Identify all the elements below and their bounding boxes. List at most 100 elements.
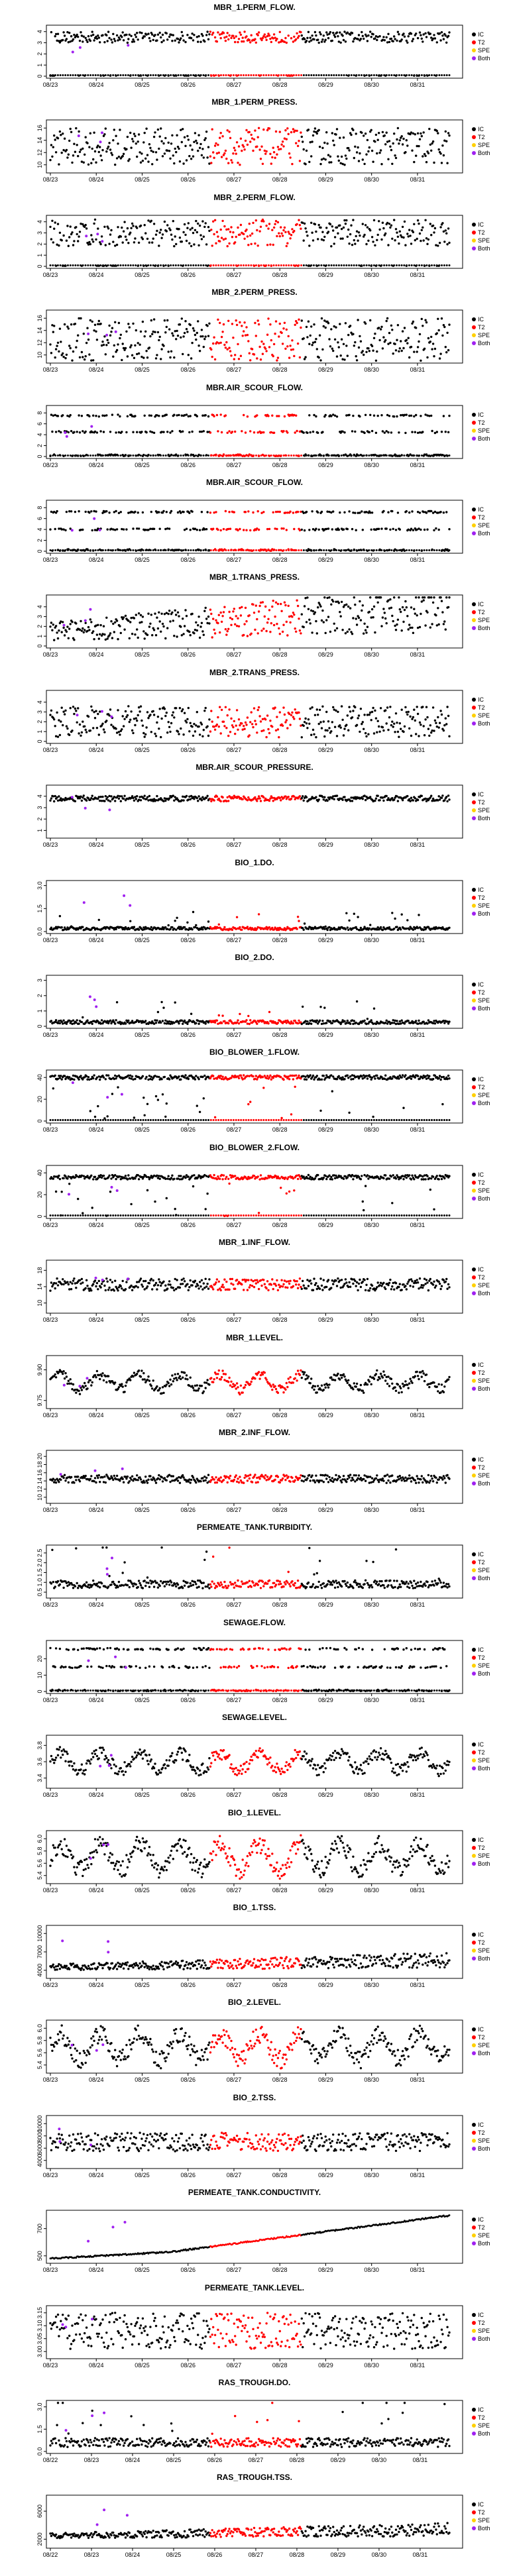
data-point [296, 223, 298, 225]
data-point [54, 413, 56, 416]
data-point [320, 74, 323, 76]
data-point [182, 799, 185, 802]
data-point [142, 74, 144, 76]
data-point [56, 510, 58, 513]
data-point [317, 38, 319, 41]
data-point [152, 431, 156, 434]
data-point [249, 234, 252, 237]
data-point [357, 239, 359, 242]
data-point [258, 715, 261, 718]
data-point [151, 333, 154, 336]
data-point [164, 637, 167, 640]
data-point [133, 133, 136, 136]
data-point [143, 637, 146, 640]
data-point [401, 143, 404, 146]
data-point [418, 31, 422, 34]
data-points [49, 596, 451, 642]
data-point [278, 335, 280, 338]
data-point [132, 796, 135, 800]
data-point [258, 605, 261, 608]
data-point [160, 612, 163, 616]
data-point [243, 549, 245, 551]
data-point [302, 795, 304, 798]
data-point [215, 231, 219, 233]
data-point [250, 264, 253, 266]
data-point [119, 454, 122, 456]
legend-item: SPE [472, 237, 490, 244]
data-point [195, 724, 198, 727]
data-point [343, 604, 346, 607]
data-point [268, 527, 271, 531]
data-point [400, 74, 403, 76]
data-point [146, 237, 149, 240]
x-tick-label: 08/27 [227, 272, 242, 278]
data-point [71, 729, 74, 732]
data-point [99, 323, 102, 325]
data-point [150, 926, 152, 928]
data-point [135, 36, 137, 38]
data-point [190, 264, 192, 266]
data-point [219, 33, 221, 36]
data-point [212, 220, 215, 223]
data-point [62, 928, 65, 931]
data-point [422, 599, 425, 602]
data-point [243, 724, 245, 727]
data-point [328, 510, 331, 513]
data-point [142, 731, 145, 734]
data-point [433, 729, 435, 732]
data-point [280, 148, 282, 150]
data-point [150, 414, 152, 417]
data-point [389, 705, 392, 708]
data-point [125, 74, 127, 76]
data-point [163, 220, 166, 223]
data-point [50, 144, 53, 147]
data-point [255, 549, 257, 551]
data-point [330, 729, 333, 733]
x-tick-label: 08/25 [135, 272, 150, 278]
legend-label: SPE [478, 807, 490, 814]
data-point [269, 152, 272, 156]
data-point [268, 609, 271, 612]
data-point [286, 634, 289, 637]
data-point [252, 150, 254, 152]
data-point [121, 795, 123, 798]
data-point [408, 229, 411, 231]
data-point [383, 549, 386, 551]
data-point [352, 219, 355, 221]
data-point [125, 528, 128, 531]
data-point [265, 264, 268, 266]
data-point [361, 131, 363, 134]
data-point [78, 131, 80, 133]
data-point [239, 354, 243, 358]
data-point [97, 319, 100, 323]
data-point [345, 413, 348, 417]
data-point [310, 733, 313, 736]
data-point [103, 633, 106, 636]
data-point [84, 454, 87, 456]
data-point [237, 529, 239, 532]
data-point [287, 605, 290, 608]
data-point [430, 414, 433, 417]
data-point [170, 233, 173, 236]
data-point [420, 414, 422, 417]
data-point [152, 150, 154, 154]
data-point [228, 511, 231, 513]
data-point [193, 243, 196, 246]
data-point [353, 345, 355, 347]
data-point [121, 527, 123, 531]
data-point [285, 74, 288, 76]
data-point [144, 454, 147, 456]
data-point [340, 227, 343, 231]
data-point [411, 430, 414, 433]
data-point [97, 151, 100, 154]
data-point [191, 342, 194, 345]
data-point [315, 735, 317, 739]
data-point [416, 712, 420, 715]
data-point [257, 528, 260, 531]
data-point [224, 413, 227, 417]
data-point [222, 527, 225, 531]
data-point [196, 415, 198, 417]
data-point [390, 264, 393, 266]
chart-title: MBR_1.TRANS_PRESS. [209, 572, 300, 582]
data-point [156, 158, 158, 162]
